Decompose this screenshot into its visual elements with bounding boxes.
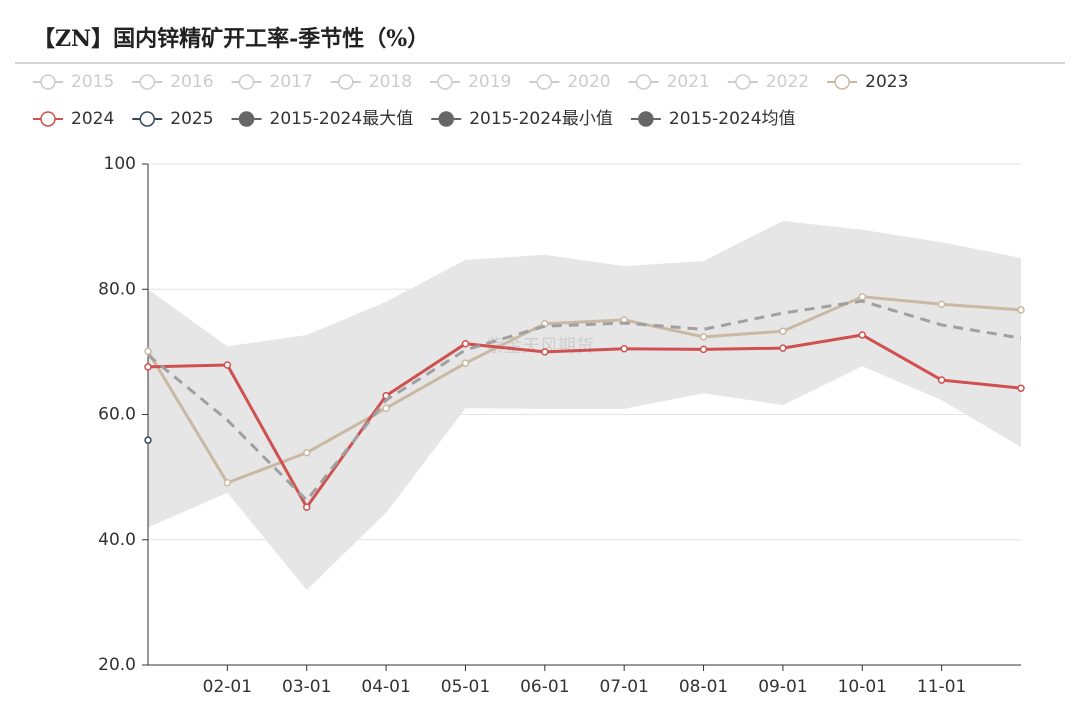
legend-marker bbox=[40, 74, 56, 90]
legend-item: 2015-2024均值 bbox=[630, 109, 796, 129]
point bbox=[1017, 306, 1025, 314]
legend-marker bbox=[40, 111, 56, 127]
mean-line bbox=[147, 299, 1022, 503]
point bbox=[699, 345, 708, 354]
point bbox=[858, 331, 867, 339]
range-band bbox=[148, 220, 1021, 590]
point bbox=[541, 348, 549, 356]
legend-item: 2015-2024最大值 bbox=[231, 109, 414, 129]
legend-marker bbox=[139, 74, 156, 90]
legend-item: 2023 bbox=[827, 72, 908, 92]
point bbox=[779, 344, 787, 352]
legend-marker bbox=[438, 111, 454, 127]
y-tick-label: 80.0 bbox=[98, 279, 136, 299]
legend-label: 2015-2024最大值 bbox=[270, 109, 414, 129]
legend-label: 2016 bbox=[170, 72, 213, 92]
legend-label: 2015 bbox=[71, 72, 114, 92]
legend-item: 2018 bbox=[330, 72, 412, 92]
x-tick-label: 06-01 bbox=[520, 677, 569, 697]
point bbox=[620, 344, 628, 353]
legend-marker bbox=[238, 74, 255, 90]
legend-marker bbox=[635, 74, 652, 90]
point bbox=[302, 448, 311, 457]
x-tick-label: 03-01 bbox=[282, 677, 331, 697]
legend-marker bbox=[437, 74, 453, 90]
point bbox=[144, 436, 152, 444]
legend-item: 2022 bbox=[727, 72, 809, 92]
legend-item: 2021 bbox=[628, 72, 710, 92]
legend-item: 2015-2024最小值 bbox=[431, 109, 613, 129]
point bbox=[779, 327, 787, 335]
chart-title: 【ZN】国内锌精矿开工率-季节性（%） bbox=[33, 26, 429, 52]
x-tick-label: 04-01 bbox=[361, 677, 410, 697]
legend-label: 2017 bbox=[270, 72, 313, 92]
legend-marker bbox=[834, 74, 850, 90]
x-tick-label: 11-01 bbox=[917, 677, 966, 697]
legend-label: 2020 bbox=[567, 72, 610, 92]
x-tick-label: 02-01 bbox=[203, 677, 252, 697]
point bbox=[1017, 384, 1025, 392]
legend-item: 2024 bbox=[33, 109, 114, 129]
y-tick-label: 60.0 bbox=[98, 405, 136, 425]
legend-marker bbox=[338, 74, 354, 90]
x-tick-label: 07-01 bbox=[599, 677, 648, 697]
legend-label: 2015-2024最小值 bbox=[469, 109, 613, 129]
x-tick-label: 10-01 bbox=[838, 677, 887, 697]
point bbox=[223, 479, 232, 487]
legend-label: 2024 bbox=[71, 109, 114, 129]
x-tick-label: 09-01 bbox=[758, 677, 807, 697]
legend-item: 2015 bbox=[33, 72, 114, 92]
legend-marker bbox=[536, 74, 553, 90]
point bbox=[461, 359, 470, 367]
point bbox=[937, 376, 946, 384]
point bbox=[699, 333, 708, 341]
point bbox=[144, 347, 152, 355]
legend-marker bbox=[139, 111, 156, 127]
y-tick-label: 40.0 bbox=[98, 530, 136, 550]
point bbox=[858, 293, 867, 301]
legend-label: 2015-2024均值 bbox=[669, 109, 796, 129]
point bbox=[937, 300, 946, 309]
series-line bbox=[146, 295, 1022, 485]
y-tick-label: 20.0 bbox=[98, 655, 136, 675]
legend-item: 2016 bbox=[132, 72, 214, 92]
legend-item: 2025 bbox=[132, 109, 214, 129]
legend-marker bbox=[238, 111, 255, 127]
point bbox=[302, 503, 311, 511]
point bbox=[223, 361, 232, 369]
x-tick-label: 08-01 bbox=[679, 677, 728, 697]
y-tick-label: 100 bbox=[104, 154, 136, 174]
legend-item: 2019 bbox=[430, 72, 511, 92]
legend-marker bbox=[638, 111, 654, 127]
point bbox=[382, 404, 390, 412]
x-tick-label: 05-01 bbox=[441, 677, 490, 697]
point bbox=[461, 339, 470, 348]
series-line bbox=[147, 333, 1022, 510]
legend-label: 2018 bbox=[369, 72, 412, 92]
legend-label: 2019 bbox=[468, 72, 511, 92]
legend-label: 2025 bbox=[170, 109, 213, 129]
point bbox=[144, 363, 152, 371]
legend-label: 2021 bbox=[667, 72, 710, 92]
legend-item: 2020 bbox=[529, 72, 611, 92]
legend-label: 2022 bbox=[766, 72, 809, 92]
legend-marker bbox=[735, 74, 751, 90]
legend-item: 2017 bbox=[231, 72, 313, 92]
legend-label: 2023 bbox=[865, 72, 908, 92]
